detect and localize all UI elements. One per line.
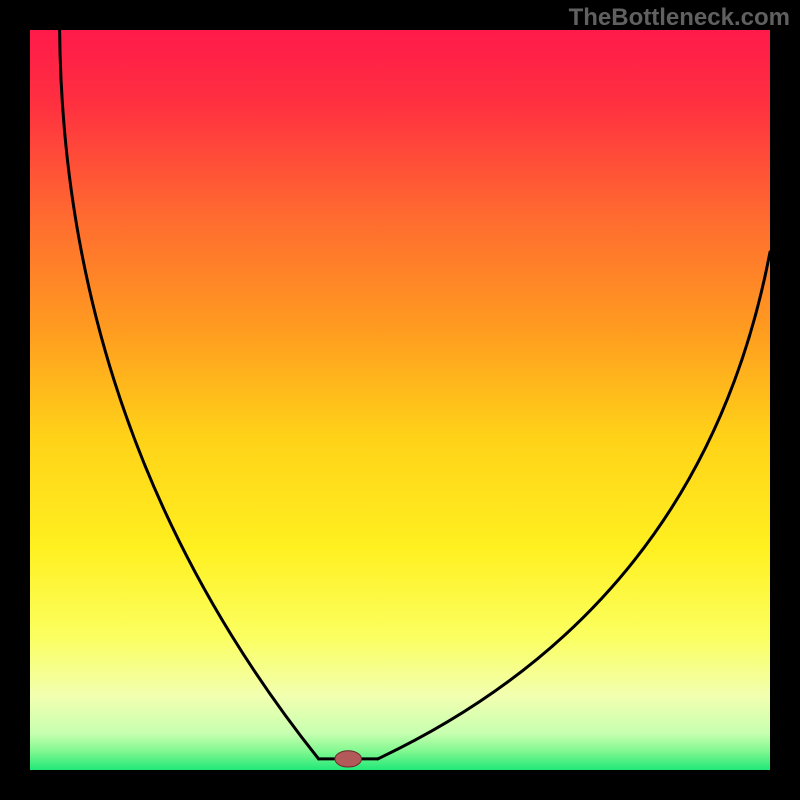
watermark-text: TheBottleneck.com: [569, 4, 790, 32]
plot-background: [30, 30, 770, 770]
plot-svg: [30, 30, 770, 770]
image-root: TheBottleneck.com: [0, 0, 800, 800]
plot-frame: [30, 30, 770, 770]
minimum-marker: [335, 751, 362, 767]
